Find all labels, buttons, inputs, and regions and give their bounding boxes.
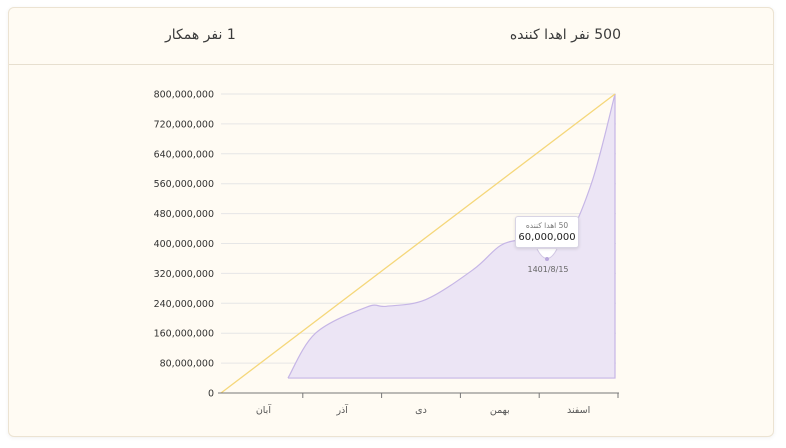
y-tick-label: 80,000,000 <box>160 359 214 370</box>
y-tick-label: 800,000,000 <box>154 90 214 101</box>
y-tick-label: 640,000,000 <box>154 149 214 160</box>
y-tick-label: 400,000,000 <box>154 239 214 250</box>
target-line-path <box>220 93 616 394</box>
x-tick-label: آبان <box>256 403 272 416</box>
x-axis <box>218 392 619 398</box>
donors-count: 500 نفر اهدا کننده <box>509 27 621 43</box>
y-tick-label: 240,000,000 <box>154 299 214 310</box>
chart-tooltip: 50 اهدا کننده 60,000,000 <box>515 216 579 248</box>
x-axis-ticks: آبان آذر دی بهمن اسفند <box>256 403 590 416</box>
tooltip-title: 50 اهدا کننده <box>525 221 569 230</box>
y-tick-label: 320,000,000 <box>154 269 214 280</box>
card-header: 500 نفر اهدا کننده 1 نفر همکار <box>9 8 773 65</box>
collaborators-count: 1 نفر همکار <box>165 27 236 43</box>
y-axis-ticks: 0 80,000,000 160,000,000 240,000,000 320,000… <box>154 90 214 400</box>
y-tick-label: 720,000,000 <box>154 119 214 130</box>
y-tick-label: 480,000,000 <box>154 209 214 220</box>
x-tick-label: بهمن <box>490 405 510 416</box>
y-tick-label: 560,000,000 <box>154 179 214 190</box>
y-tick-label: 0 <box>208 389 214 400</box>
area-fill <box>287 94 615 379</box>
target-line <box>220 93 616 394</box>
highlight-point <box>536 248 558 261</box>
tooltip-date: 1401/8/15 <box>527 265 569 274</box>
data-point[interactable] <box>545 257 549 261</box>
x-tick-label: اسفند <box>567 405 590 416</box>
x-tick-label: آذر <box>335 403 348 416</box>
y-tick-label: 160,000,000 <box>154 329 214 340</box>
tooltip-value: 60,000,000 <box>518 232 576 243</box>
x-tick-label: دی <box>415 405 427 416</box>
